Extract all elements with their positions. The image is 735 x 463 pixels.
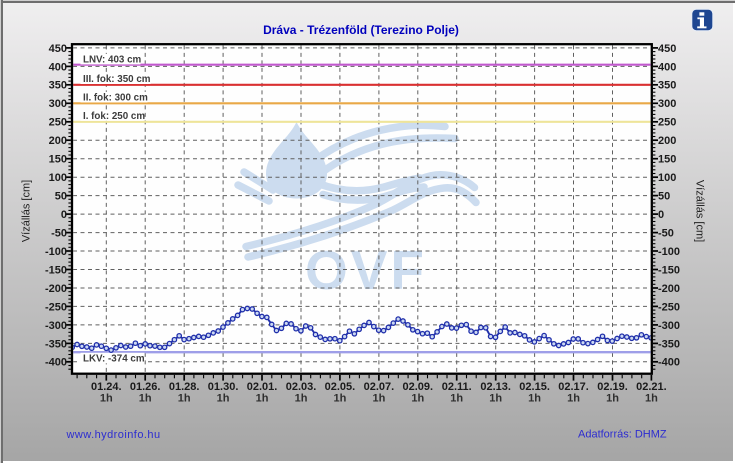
svg-text:02.17.: 02.17. [558, 381, 589, 393]
svg-text:-250: -250 [658, 301, 680, 313]
svg-text:1h: 1h [217, 393, 230, 405]
svg-text:LKV: -374 cm: LKV: -374 cm [83, 354, 145, 365]
svg-text:1h: 1h [333, 393, 346, 405]
svg-text:350: 350 [658, 80, 676, 92]
svg-text:0: 0 [61, 209, 67, 221]
svg-text:-300: -300 [658, 320, 680, 332]
svg-text:www.hydroinfo.hu: www.hydroinfo.hu [66, 429, 161, 441]
svg-text:02.11.: 02.11. [442, 381, 472, 393]
svg-text:02.07.: 02.07. [364, 381, 395, 393]
svg-text:300: 300 [658, 98, 676, 110]
svg-text:1h: 1h [139, 393, 152, 405]
svg-text:II. fok: 300 cm: II. fok: 300 cm [83, 93, 148, 104]
svg-text:01.28.: 01.28. [169, 381, 200, 393]
svg-text:-350: -350 [45, 338, 67, 350]
svg-text:02.09.: 02.09. [403, 381, 434, 393]
svg-text:Dráva - Trézenföld (Terezino P: Dráva - Trézenföld (Terezino Polje) [263, 23, 459, 37]
svg-text:200: 200 [49, 135, 67, 147]
svg-text:400: 400 [49, 61, 67, 73]
svg-text:-150: -150 [658, 264, 680, 276]
svg-text:-50: -50 [658, 228, 674, 240]
svg-text:-400: -400 [658, 357, 680, 369]
svg-text:1h: 1h [450, 393, 463, 405]
svg-text:III. fok: 350 cm: III. fok: 350 cm [83, 74, 151, 85]
svg-text:50: 50 [658, 191, 670, 203]
svg-text:400: 400 [658, 61, 676, 73]
svg-text:-300: -300 [45, 320, 67, 332]
svg-text:1h: 1h [178, 393, 191, 405]
svg-text:02.15.: 02.15. [519, 381, 550, 393]
svg-text:350: 350 [49, 80, 67, 92]
svg-text:300: 300 [49, 98, 67, 110]
svg-text:Adatforrás: DHMZ: Adatforrás: DHMZ [578, 429, 667, 441]
svg-text:Vízállás [cm]: Vízállás [cm] [21, 180, 33, 242]
svg-text:-200: -200 [658, 283, 680, 295]
svg-text:01.26.: 01.26. [130, 381, 161, 393]
svg-text:LNV: 403 cm: LNV: 403 cm [83, 55, 142, 66]
svg-text:100: 100 [49, 172, 67, 184]
svg-text:1h: 1h [256, 393, 269, 405]
svg-text:-50: -50 [51, 228, 67, 240]
svg-text:01.24.: 01.24. [91, 381, 122, 393]
svg-text:1h: 1h [489, 393, 502, 405]
svg-text:1h: 1h [528, 393, 541, 405]
svg-text:02.13.: 02.13. [480, 381, 511, 393]
svg-text:-150: -150 [45, 264, 67, 276]
svg-text:-350: -350 [658, 338, 680, 350]
svg-text:250: 250 [49, 117, 67, 129]
svg-text:450: 450 [49, 43, 67, 55]
svg-text:02.21.: 02.21. [636, 381, 667, 393]
svg-text:1h: 1h [411, 393, 424, 405]
svg-text:-250: -250 [45, 301, 67, 313]
svg-text:200: 200 [658, 135, 676, 147]
svg-text:100: 100 [658, 172, 676, 184]
svg-text:250: 250 [658, 117, 676, 129]
svg-text:Vízállás [cm]: Vízállás [cm] [694, 180, 706, 242]
svg-text:1h: 1h [606, 393, 619, 405]
svg-text:-200: -200 [45, 283, 67, 295]
svg-text:1h: 1h [100, 393, 113, 405]
svg-text:0: 0 [658, 209, 664, 221]
svg-text:1h: 1h [645, 393, 658, 405]
svg-text:02.05.: 02.05. [325, 381, 356, 393]
svg-text:01.30.: 01.30. [208, 381, 239, 393]
svg-text:1h: 1h [567, 393, 580, 405]
svg-text:150: 150 [658, 154, 676, 166]
svg-text:02.01.: 02.01. [247, 381, 278, 393]
svg-text:450: 450 [658, 43, 676, 55]
svg-text:1h: 1h [295, 393, 308, 405]
svg-text:-100: -100 [658, 246, 680, 258]
svg-text:50: 50 [55, 191, 67, 203]
svg-text:I. fok: 250 cm: I. fok: 250 cm [83, 111, 145, 122]
svg-text:150: 150 [49, 154, 67, 166]
svg-text:1h: 1h [372, 393, 385, 405]
svg-text:02.03.: 02.03. [286, 381, 317, 393]
svg-text:-100: -100 [45, 246, 67, 258]
svg-text:-400: -400 [45, 357, 67, 369]
svg-text:02.19.: 02.19. [597, 381, 628, 393]
